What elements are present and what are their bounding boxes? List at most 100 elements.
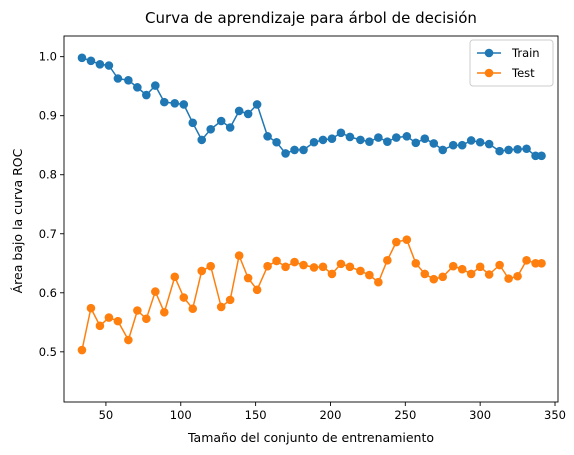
data-point-train: [336, 128, 346, 138]
x-axis-label: Tamaño del conjunto de entrenamiento: [187, 430, 434, 445]
data-point-test: [457, 264, 467, 274]
legend-label-train: Train: [511, 46, 540, 60]
data-point-test: [290, 257, 299, 267]
data-point-train: [299, 145, 308, 155]
y-tick-label: 1.0: [39, 50, 57, 64]
data-point-train: [252, 100, 262, 109]
data-point-test: [77, 345, 87, 355]
data-point-train: [420, 134, 430, 144]
data-point-train: [466, 136, 476, 145]
data-point-train: [216, 116, 226, 126]
data-point-test: [234, 251, 244, 260]
y-tick-label: 0.9: [39, 109, 57, 123]
data-point-train: [537, 151, 546, 161]
data-point-test: [104, 313, 114, 322]
data-point-train: [374, 133, 383, 142]
data-point-test: [159, 307, 169, 317]
plot-area: 50 100 150 200 250 300 350 0.5 0.6 0.7 0.8 0.9 1.0: [39, 35, 566, 422]
x-tick-label: 300: [469, 408, 491, 422]
data-point-train: [345, 132, 355, 142]
y-tick-label: 0.8: [39, 168, 57, 182]
data-point-test: [336, 259, 346, 269]
data-point-test: [484, 270, 494, 279]
data-point-test: [448, 261, 458, 271]
data-point-test: [142, 314, 151, 324]
y-tick-label: 0.5: [39, 345, 57, 359]
data-point-train: [475, 137, 485, 147]
data-point-test: [318, 262, 328, 272]
data-point-test: [522, 256, 531, 265]
data-point-test: [263, 261, 272, 271]
data-point-test: [299, 260, 308, 270]
data-point-train: [151, 81, 160, 90]
legend-label-test: Test: [511, 66, 535, 80]
data-point-train: [206, 124, 216, 134]
data-point-train: [170, 98, 180, 108]
data-point-train: [159, 97, 169, 107]
data-point-train: [531, 151, 540, 161]
data-point-train: [188, 118, 198, 128]
data-point-train: [504, 145, 513, 155]
data-point-test: [374, 277, 383, 287]
data-point-test: [537, 258, 546, 268]
data-point-train: [365, 137, 374, 146]
data-point-train: [113, 74, 123, 83]
data-point-train: [95, 60, 105, 69]
data-point-test: [188, 304, 198, 314]
data-point-train: [142, 90, 151, 100]
data-point-train: [484, 139, 494, 149]
x-tick-label: 350: [544, 408, 566, 422]
data-point-test: [86, 303, 96, 313]
data-point-train: [429, 139, 439, 148]
legend-marker-test: [484, 68, 494, 78]
data-point-test: [124, 335, 133, 345]
data-point-test: [466, 269, 476, 279]
data-point-test: [272, 256, 281, 266]
data-point-train: [309, 137, 319, 147]
data-point-test: [356, 266, 365, 276]
data-point-test: [392, 237, 401, 247]
data-point-train: [124, 75, 133, 85]
legend-marker-train: [484, 48, 494, 58]
data-point-test: [429, 274, 439, 284]
data-point-test: [504, 274, 513, 283]
y-axis-label: Área bajo la curva ROC: [10, 148, 25, 293]
data-point-train: [263, 132, 272, 141]
data-point-train: [197, 135, 207, 145]
data-point-test: [95, 321, 105, 331]
legend: Train Test: [469, 39, 554, 87]
data-point-test: [420, 269, 430, 279]
data-point-train: [411, 138, 421, 148]
data-point-train: [318, 135, 328, 145]
data-point-test: [216, 302, 226, 312]
data-point-train: [77, 53, 87, 63]
data-point-test: [225, 295, 235, 305]
x-tick-label: 50: [99, 408, 114, 422]
data-point-train: [179, 100, 189, 109]
data-point-test: [411, 258, 421, 268]
data-point-test: [327, 269, 337, 279]
data-point-train: [392, 133, 401, 142]
data-point-test: [402, 235, 412, 244]
y-tick-label: 0.6: [39, 286, 57, 300]
data-point-train: [104, 61, 114, 70]
data-point-test: [495, 260, 504, 270]
data-point-test: [179, 293, 189, 302]
data-point-train: [383, 137, 392, 146]
data-point-train: [243, 109, 253, 119]
data-point-test: [309, 263, 319, 272]
x-tick-label: 100: [170, 408, 192, 422]
data-point-train: [495, 146, 504, 156]
data-point-train: [272, 137, 281, 147]
data-point-train: [513, 145, 522, 154]
x-tick-label: 150: [245, 408, 267, 422]
data-point-test: [170, 272, 180, 282]
data-point-test: [206, 261, 216, 271]
data-point-train: [86, 56, 96, 66]
data-point-test: [151, 287, 160, 296]
data-point-train: [402, 132, 412, 141]
chart-title: Curva de aprendizaje para árbol de decis…: [145, 9, 477, 27]
data-point-train: [327, 134, 337, 144]
data-point-test: [438, 272, 448, 282]
